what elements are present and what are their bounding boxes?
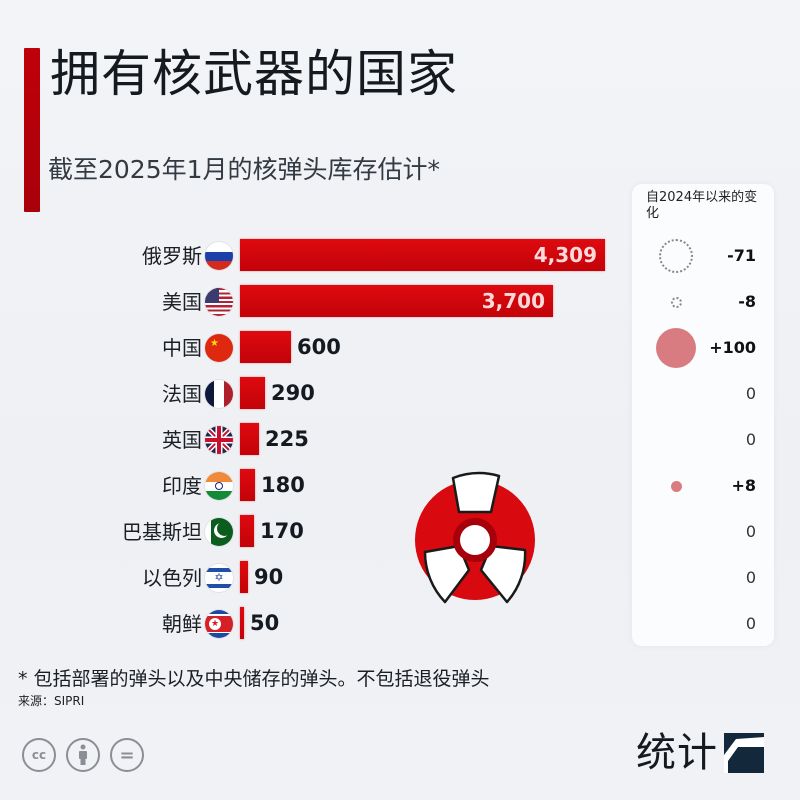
increase-bubble — [670, 480, 682, 492]
cc-icon[interactable]: cc — [22, 738, 56, 772]
bar-row: 俄罗斯 4,309 — [0, 233, 620, 279]
bar-row: 朝鲜 ★ 50 — [0, 601, 620, 647]
page-title: 拥有核武器的国家 — [50, 45, 458, 103]
change-row: 0 — [632, 555, 774, 601]
country-label: 巴基斯坦 — [122, 520, 202, 544]
footnote: * 包括部署的弹头以及中央储存的弹头。不包括退役弹头 — [18, 668, 490, 690]
change-row: 0 — [632, 417, 774, 463]
attribution-icon[interactable] — [66, 738, 100, 772]
bar — [240, 331, 291, 363]
russia-flag-icon — [205, 242, 233, 270]
bar-value: 90 — [254, 565, 284, 589]
change-row: -71 — [632, 233, 774, 279]
country-label: 中国 — [162, 336, 202, 360]
north-korea-flag-icon: ★ — [205, 610, 233, 638]
change-value: 0 — [745, 430, 756, 449]
bar-row: 巴基斯坦 170 — [0, 509, 620, 555]
bar — [240, 377, 265, 409]
country-label: 俄罗斯 — [142, 244, 202, 268]
title-accent-bar — [24, 48, 40, 212]
change-value: 0 — [745, 614, 756, 633]
change-row: 0 — [632, 601, 774, 647]
israel-flag-icon: ✡ — [205, 564, 233, 592]
bar-value: 290 — [271, 381, 315, 405]
uk-flag-icon — [205, 426, 233, 454]
change-value: -8 — [738, 292, 756, 311]
change-value: -71 — [727, 246, 756, 265]
license-icons: cc = — [22, 738, 144, 772]
bar — [240, 607, 244, 639]
bar-value: 50 — [250, 611, 280, 635]
bar — [240, 239, 605, 271]
change-row: -8 — [632, 279, 774, 325]
change-value: +100 — [709, 338, 756, 357]
change-value: 0 — [745, 384, 756, 403]
china-flag-icon: ★ — [205, 334, 233, 362]
bar — [240, 423, 259, 455]
pakistan-flag-icon — [205, 518, 233, 546]
brand-name: 统计 — [636, 730, 718, 776]
bar — [240, 285, 553, 317]
change-row: +8 — [632, 463, 774, 509]
bar — [240, 561, 248, 593]
bar-value: 3,700 — [481, 289, 545, 313]
country-label: 法国 — [162, 382, 202, 406]
country-label: 英国 — [162, 428, 202, 452]
brand-logo-icon — [724, 733, 764, 773]
bar-row: 印度 180 — [0, 463, 620, 509]
bar-value: 170 — [260, 519, 304, 543]
change-value: 0 — [745, 522, 756, 541]
country-label: 印度 — [162, 474, 202, 498]
change-panel-title: 自2024年以来的变化 — [646, 190, 758, 221]
person-icon — [79, 744, 87, 765]
change-row: 0 — [632, 371, 774, 417]
change-row: 0 — [632, 509, 774, 555]
decrease-bubble — [659, 239, 693, 273]
increase-bubble — [656, 328, 696, 368]
bar-value: 225 — [265, 427, 309, 451]
change-row: +100 — [632, 325, 774, 371]
bar-row: 美国 3,700 — [0, 279, 620, 325]
bar-value: 4,309 — [533, 243, 597, 267]
bar — [240, 469, 255, 501]
country-label: 以色列 — [142, 566, 202, 590]
bar-row: 英国 225 — [0, 417, 620, 463]
country-label: 美国 — [162, 290, 202, 314]
change-value: 0 — [745, 568, 756, 587]
country-label: 朝鲜 — [162, 612, 202, 636]
bar — [240, 515, 254, 547]
bar-row: 法国 290 — [0, 371, 620, 417]
france-flag-icon — [205, 380, 233, 408]
no-derivatives-icon[interactable]: = — [110, 738, 144, 772]
change-value: +8 — [731, 476, 756, 495]
bar-value: 600 — [297, 335, 341, 359]
decrease-bubble — [670, 296, 682, 308]
bar-value: 180 — [261, 473, 305, 497]
page-subtitle: 截至2025年1月的核弹头库存估计* — [48, 155, 441, 184]
bar-row: 以色列 ✡ 90 — [0, 555, 620, 601]
bar-row: 中国 ★ 600 — [0, 325, 620, 371]
radiation-icon — [415, 471, 535, 604]
brand: 统计 — [636, 728, 764, 778]
usa-flag-icon — [205, 288, 233, 316]
change-panel: 自2024年以来的变化 -71 -8 +100 0 0 +8 0 0 0 — [632, 184, 774, 646]
india-flag-icon — [205, 472, 233, 500]
source: 来源：SIPRI — [18, 694, 85, 708]
